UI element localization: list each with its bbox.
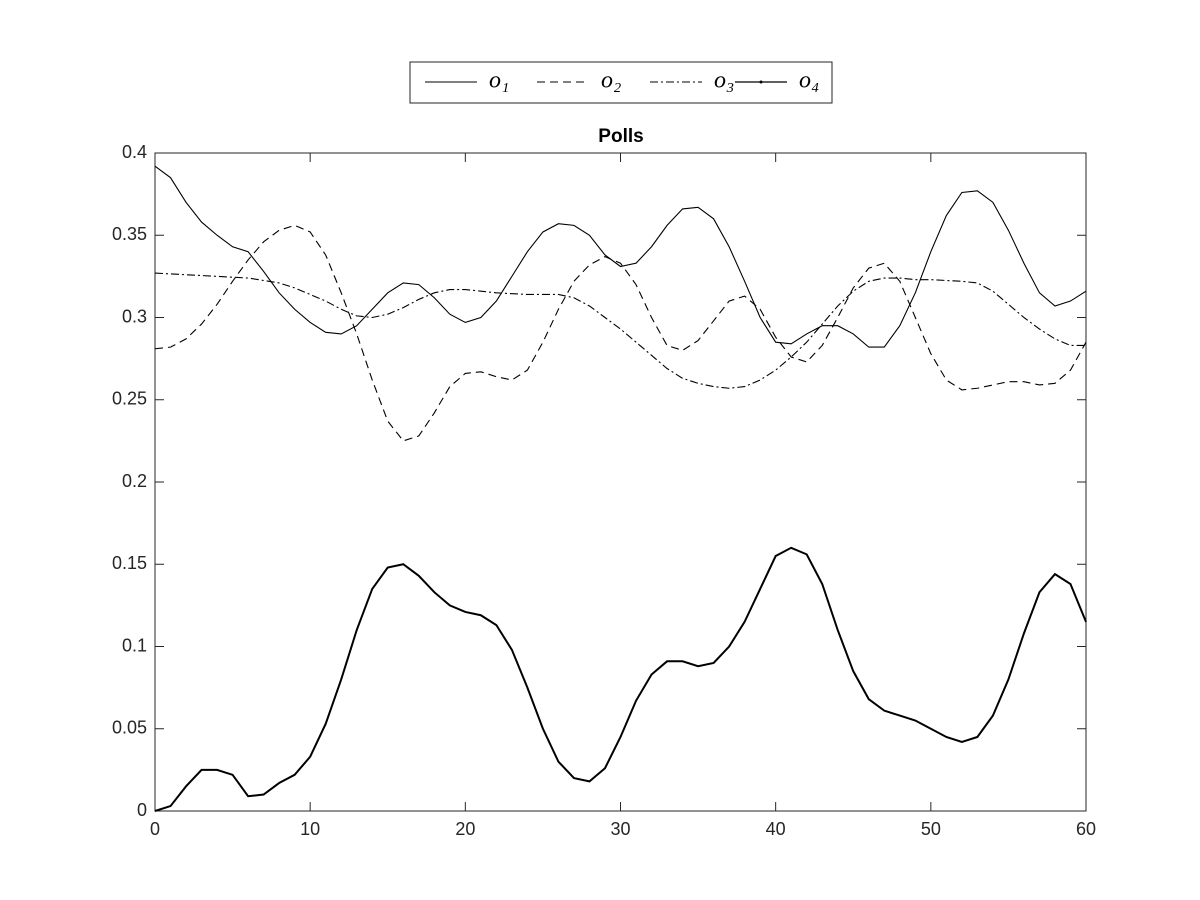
y-tick-label: 0.15	[112, 553, 147, 573]
y-tick-label: 0.2	[122, 471, 147, 491]
legend-label: o₂	[601, 68, 621, 94]
x-tick-label: 60	[1076, 819, 1096, 839]
y-tick-label: 0.35	[112, 224, 147, 244]
y-tick-label: 0	[137, 800, 147, 820]
legend-label: o₁	[489, 68, 509, 94]
series-line	[154, 224, 1087, 442]
series-line	[154, 546, 1087, 812]
y-tick-label: 0.3	[122, 306, 147, 326]
y-tick-label: 0.4	[122, 142, 147, 162]
legend-label: o₄	[799, 68, 819, 94]
x-tick-label: 20	[455, 819, 475, 839]
x-tick-label: 0	[150, 819, 160, 839]
legend-marker	[759, 80, 763, 84]
x-tick-label: 40	[766, 819, 786, 839]
x-tick-label: 10	[300, 819, 320, 839]
y-tick-label: 0.1	[122, 635, 147, 655]
legend-label: o₃	[714, 68, 734, 94]
x-tick-label: 50	[921, 819, 941, 839]
y-tick-label: 0.25	[112, 389, 147, 409]
y-tick-label: 0.05	[112, 718, 147, 738]
series-line	[154, 165, 1087, 348]
x-tick-label: 30	[610, 819, 630, 839]
chart-title: Polls	[598, 126, 643, 147]
